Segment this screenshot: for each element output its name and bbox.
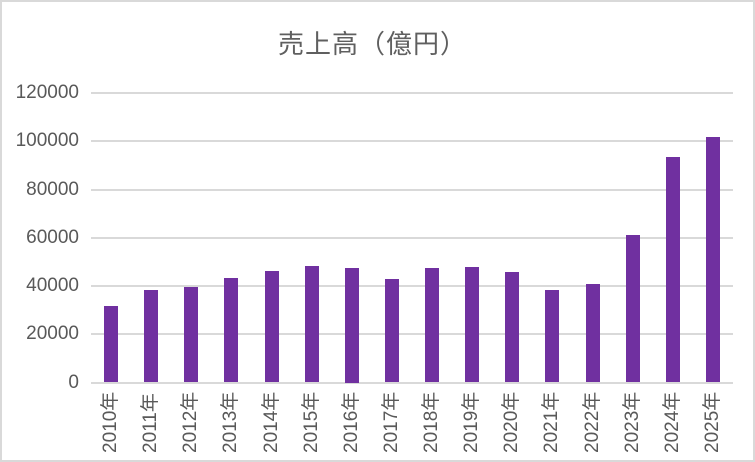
bar-2018年 [425,268,440,383]
x-tick-label: 2019年 [461,391,483,453]
gridline [91,381,733,384]
y-tick-label: 40000 [26,275,79,296]
x-tick-label: 2014年 [260,391,282,453]
x-tick-label: 2020年 [501,391,523,453]
bar-2025年 [705,136,720,383]
x-tick-label: 2018年 [421,391,443,453]
y-tick-label: 20000 [26,323,79,345]
bar-2015年 [304,266,319,383]
bar-2017年 [384,278,399,383]
x-tick-label: 2016年 [340,391,362,453]
x-tick-label: 2023年 [621,391,643,453]
y-tick-label: 80000 [26,178,79,200]
bar-2024年 [665,156,680,383]
bar-2016年 [344,267,359,383]
x-tick-label: 2011年 [140,393,162,453]
bar-2023年 [625,234,640,383]
y-tick-label: 100000 [15,130,79,152]
x-tick-label: 2025年 [701,391,723,453]
x-tick-label: 2010年 [100,391,122,453]
bar-2021年 [545,289,560,383]
gridline [91,333,733,336]
bar-2014年 [264,271,279,383]
x-tick-label: 2024年 [661,391,683,453]
x-tick-label: 2013年 [220,391,242,453]
x-tick-label: 2022年 [581,391,603,453]
bar-2011年 [144,289,159,383]
bar-2020年 [505,272,520,383]
bar-2019年 [465,267,480,383]
gridline [91,140,733,143]
gridline [91,188,733,191]
x-tick-label: 2017年 [380,391,402,453]
bar-2012年 [184,286,199,383]
bar-2013年 [224,277,239,383]
gridline [91,285,733,287]
gridline [91,236,733,239]
y-tick-label: 0 [68,371,79,393]
plot-area [91,92,733,384]
bar-2022年 [585,283,600,383]
x-tick-label: 2012年 [180,391,202,453]
y-tick-label: 60000 [26,226,79,248]
y-axis-labels: 0 20000 40000 60000 80000 100000 120000 [2,82,79,393]
y-tick-label: 120000 [15,82,79,103]
x-tick-label: 2015年 [300,391,322,453]
bar-2010年 [104,305,119,383]
gridline [91,92,733,94]
x-tick-label: 2021年 [541,391,563,453]
chart-title: 売上高（億円） [277,29,467,59]
